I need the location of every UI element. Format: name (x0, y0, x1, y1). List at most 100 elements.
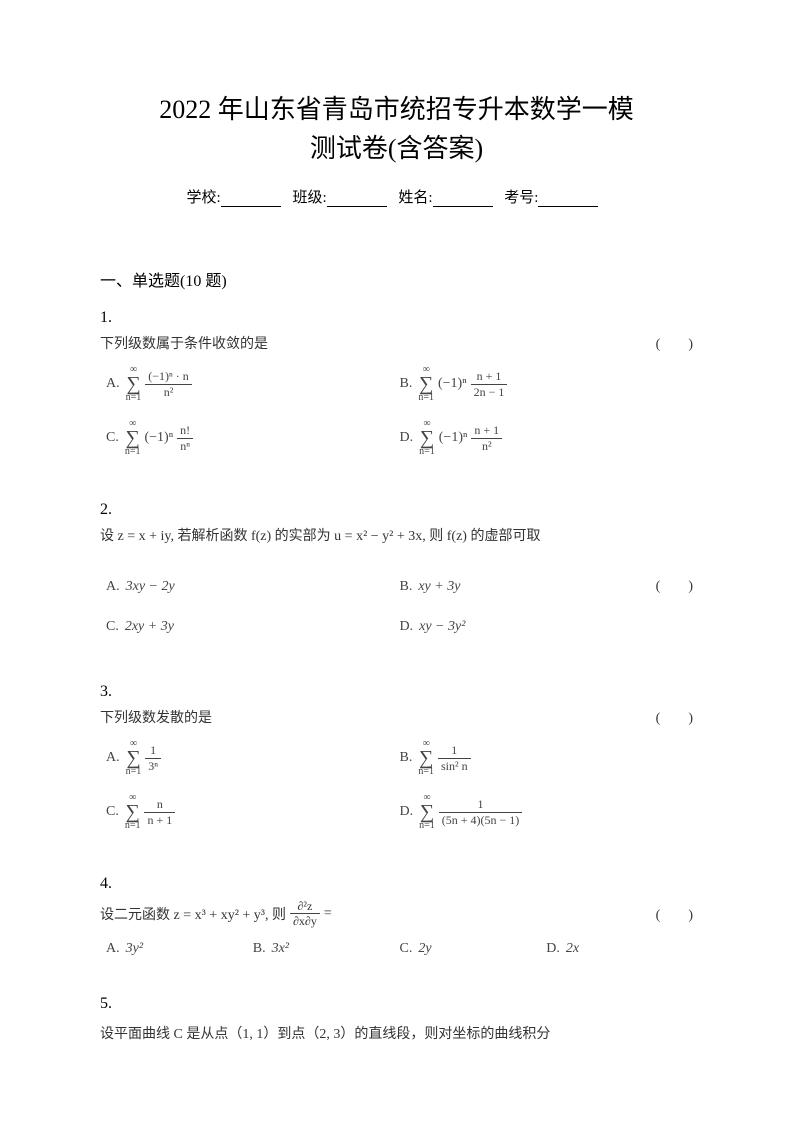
q4-optB-label: B. (253, 941, 266, 957)
q4-option-b: B. 3x² (253, 939, 400, 959)
fraction: n + 1 2n − 1 (471, 369, 508, 399)
question-2: 2. 设 z = x + iy, 若解析函数 f(z) 的实部为 u = x² … (100, 501, 693, 655)
q2-paren: ( ) (656, 575, 693, 595)
q1-option-a: A. ∞ ∑ n=1 (−1)ⁿ · n n² (106, 365, 400, 403)
frac-num: (−1)ⁿ · n (145, 369, 192, 384)
question-1: 1. 下列级数属于条件收敛的是 ( ) A. ∞ ∑ n=1 (−1)ⁿ · n… (100, 309, 693, 473)
q1-option-d: D. ∞ ∑ n=1 (−1)ⁿ n + 1 n² (400, 419, 694, 457)
q4-options: A. 3y² B. 3x² C. 2y D. 2x (100, 939, 693, 967)
q4-paren: ( ) (656, 904, 693, 924)
frac-num: 1 (438, 743, 471, 758)
q4-option-c: C. 2y (400, 939, 547, 959)
school-blank (221, 191, 281, 207)
frac-num: n! (177, 423, 193, 438)
q1-option-b: B. ∞ ∑ n=1 (−1)ⁿ n + 1 2n − 1 (400, 365, 694, 403)
frac-num: 1 (145, 743, 161, 758)
q1-number: 1. (100, 309, 693, 327)
q5-number: 5. (100, 995, 693, 1013)
sigma-icon: ∑ (419, 429, 435, 447)
name-label: 姓名: (398, 190, 432, 206)
frac-den: (5n + 4)(5n − 1) (439, 813, 523, 827)
frac-num: n + 1 (471, 369, 508, 384)
school-label: 学校: (187, 190, 221, 206)
frac-den: n² (145, 385, 192, 399)
q2-option-c: C. 2xy + 3y (106, 615, 400, 639)
student-info-line: 学校: 班级: 姓名: 考号: (100, 186, 693, 207)
q4-option-a: A. 3y² (106, 939, 253, 959)
sum-icon: ∞ ∑ n=1 (418, 365, 434, 403)
q2-number: 2. (100, 501, 693, 519)
sigma-icon: ∑ (126, 375, 142, 393)
q2-option-a: A. 3xy − 2y (106, 575, 400, 599)
q3-stem-text: 下列级数发散的是 (100, 711, 212, 726)
fraction: 1 (5n + 4)(5n − 1) (439, 797, 523, 827)
q4-stem-pre: 设二元函数 z = x³ + xy² + y³, 则 (100, 904, 286, 924)
sigma-icon: ∑ (125, 803, 141, 821)
question-4: 4. 设二元函数 z = x³ + xy² + y³, 则 ∂²z ∂x∂y =… (100, 875, 693, 967)
q3-options: A. ∞ ∑ n=1 1 3ⁿ B. ∞ ∑ n=1 1 sin² n (100, 739, 693, 847)
examno-label: 考号: (504, 190, 538, 206)
q2-optC-text: 2xy + 3y (125, 619, 174, 635)
q3-stem: 下列级数发散的是 ( ) (100, 707, 693, 727)
frac-den: n² (471, 439, 502, 453)
sum-bot: n=1 (125, 447, 141, 457)
sigma-icon: ∑ (419, 803, 435, 821)
q1-optC-label: C. (106, 430, 119, 446)
partial-fraction: ∂²z ∂x∂y (290, 899, 320, 929)
section-1-heading: 一、单选题(10 题) (100, 267, 693, 291)
q4-optD-label: D. (546, 941, 560, 957)
q3-option-d: D. ∞ ∑ n=1 1 (5n + 4)(5n − 1) (400, 793, 694, 831)
frac-den: 2n − 1 (471, 385, 508, 399)
frac-den: sin² n (438, 759, 471, 773)
title-block: 2022 年山东省青岛市统招专升本数学一模 测试卷(含答案) (100, 90, 693, 168)
q1-option-c: C. ∞ ∑ n=1 (−1)ⁿ n! nⁿ (106, 419, 400, 457)
q4-optC-text: 2y (418, 941, 431, 957)
class-label: 班级: (292, 190, 326, 206)
q5-stem-text: 设平面曲线 C 是从点（1, 1）到点（2, 3）的直线段，则对坐标的曲线积分 (100, 1027, 550, 1042)
frac-num: 1 (439, 797, 523, 812)
q1-stem-text: 下列级数属于条件收敛的是 (100, 337, 268, 352)
q3-optD-label: D. (400, 804, 414, 820)
q2-stem: 设 z = x + iy, 若解析函数 f(z) 的实部为 u = x² − y… (100, 525, 693, 545)
q1-optB-mid: (−1)ⁿ (438, 376, 467, 392)
sigma-icon: ∑ (125, 429, 141, 447)
q1-optD-label: D. (400, 430, 414, 446)
q4-stem: 设二元函数 z = x³ + xy² + y³, 则 ∂²z ∂x∂y = ( … (100, 899, 693, 929)
sigma-icon: ∑ (418, 375, 434, 393)
q2-optD-text: xy − 3y² (419, 619, 465, 635)
frac-den: 3ⁿ (145, 759, 161, 773)
q1-paren: ( ) (656, 333, 693, 353)
q2-optC-label: C. (106, 619, 119, 635)
sum-bot: n=1 (125, 821, 141, 831)
name-blank (433, 191, 493, 207)
sum-bot: n=1 (419, 821, 435, 831)
sum-bot: n=1 (418, 767, 434, 777)
question-5: 5. 设平面曲线 C 是从点（1, 1）到点（2, 3）的直线段，则对坐标的曲线… (100, 995, 693, 1043)
frac-den: ∂x∂y (290, 914, 320, 928)
q2-option-b: B. xy + 3y (400, 575, 694, 599)
q2-optA-text: 3xy − 2y (126, 579, 175, 595)
sum-icon: ∞ ∑ n=1 (419, 419, 435, 457)
frac-num: n (144, 797, 175, 812)
q3-optC-label: C. (106, 804, 119, 820)
q3-optA-label: A. (106, 750, 120, 766)
q3-option-c: C. ∞ ∑ n=1 n n + 1 (106, 793, 400, 831)
q1-optD-mid: (−1)ⁿ (439, 430, 468, 446)
fraction: n + 1 n² (471, 423, 502, 453)
q4-optA-label: A. (106, 941, 120, 957)
q2-options: A. 3xy − 2y B. xy + 3y C. 2xy + 3y D. xy… (100, 575, 693, 655)
q1-optB-label: B. (400, 376, 413, 392)
frac-num: ∂²z (290, 899, 320, 914)
q1-stem: 下列级数属于条件收敛的是 ( ) (100, 333, 693, 353)
title-line-2: 测试卷(含答案) (100, 129, 693, 168)
q2-stem-text: 设 z = x + iy, 若解析函数 f(z) 的实部为 u = x² − y… (100, 529, 540, 544)
frac-num: n + 1 (471, 423, 502, 438)
sum-icon: ∞ ∑ n=1 (419, 793, 435, 831)
q2-optB-text: xy + 3y (418, 579, 460, 595)
sum-icon: ∞ ∑ n=1 (125, 793, 141, 831)
sum-bot: n=1 (126, 393, 142, 403)
q3-option-b: B. ∞ ∑ n=1 1 sin² n (400, 739, 694, 777)
sum-icon: ∞ ∑ n=1 (126, 739, 142, 777)
sum-icon: ∞ ∑ n=1 (126, 365, 142, 403)
fraction: 1 3ⁿ (145, 743, 161, 773)
